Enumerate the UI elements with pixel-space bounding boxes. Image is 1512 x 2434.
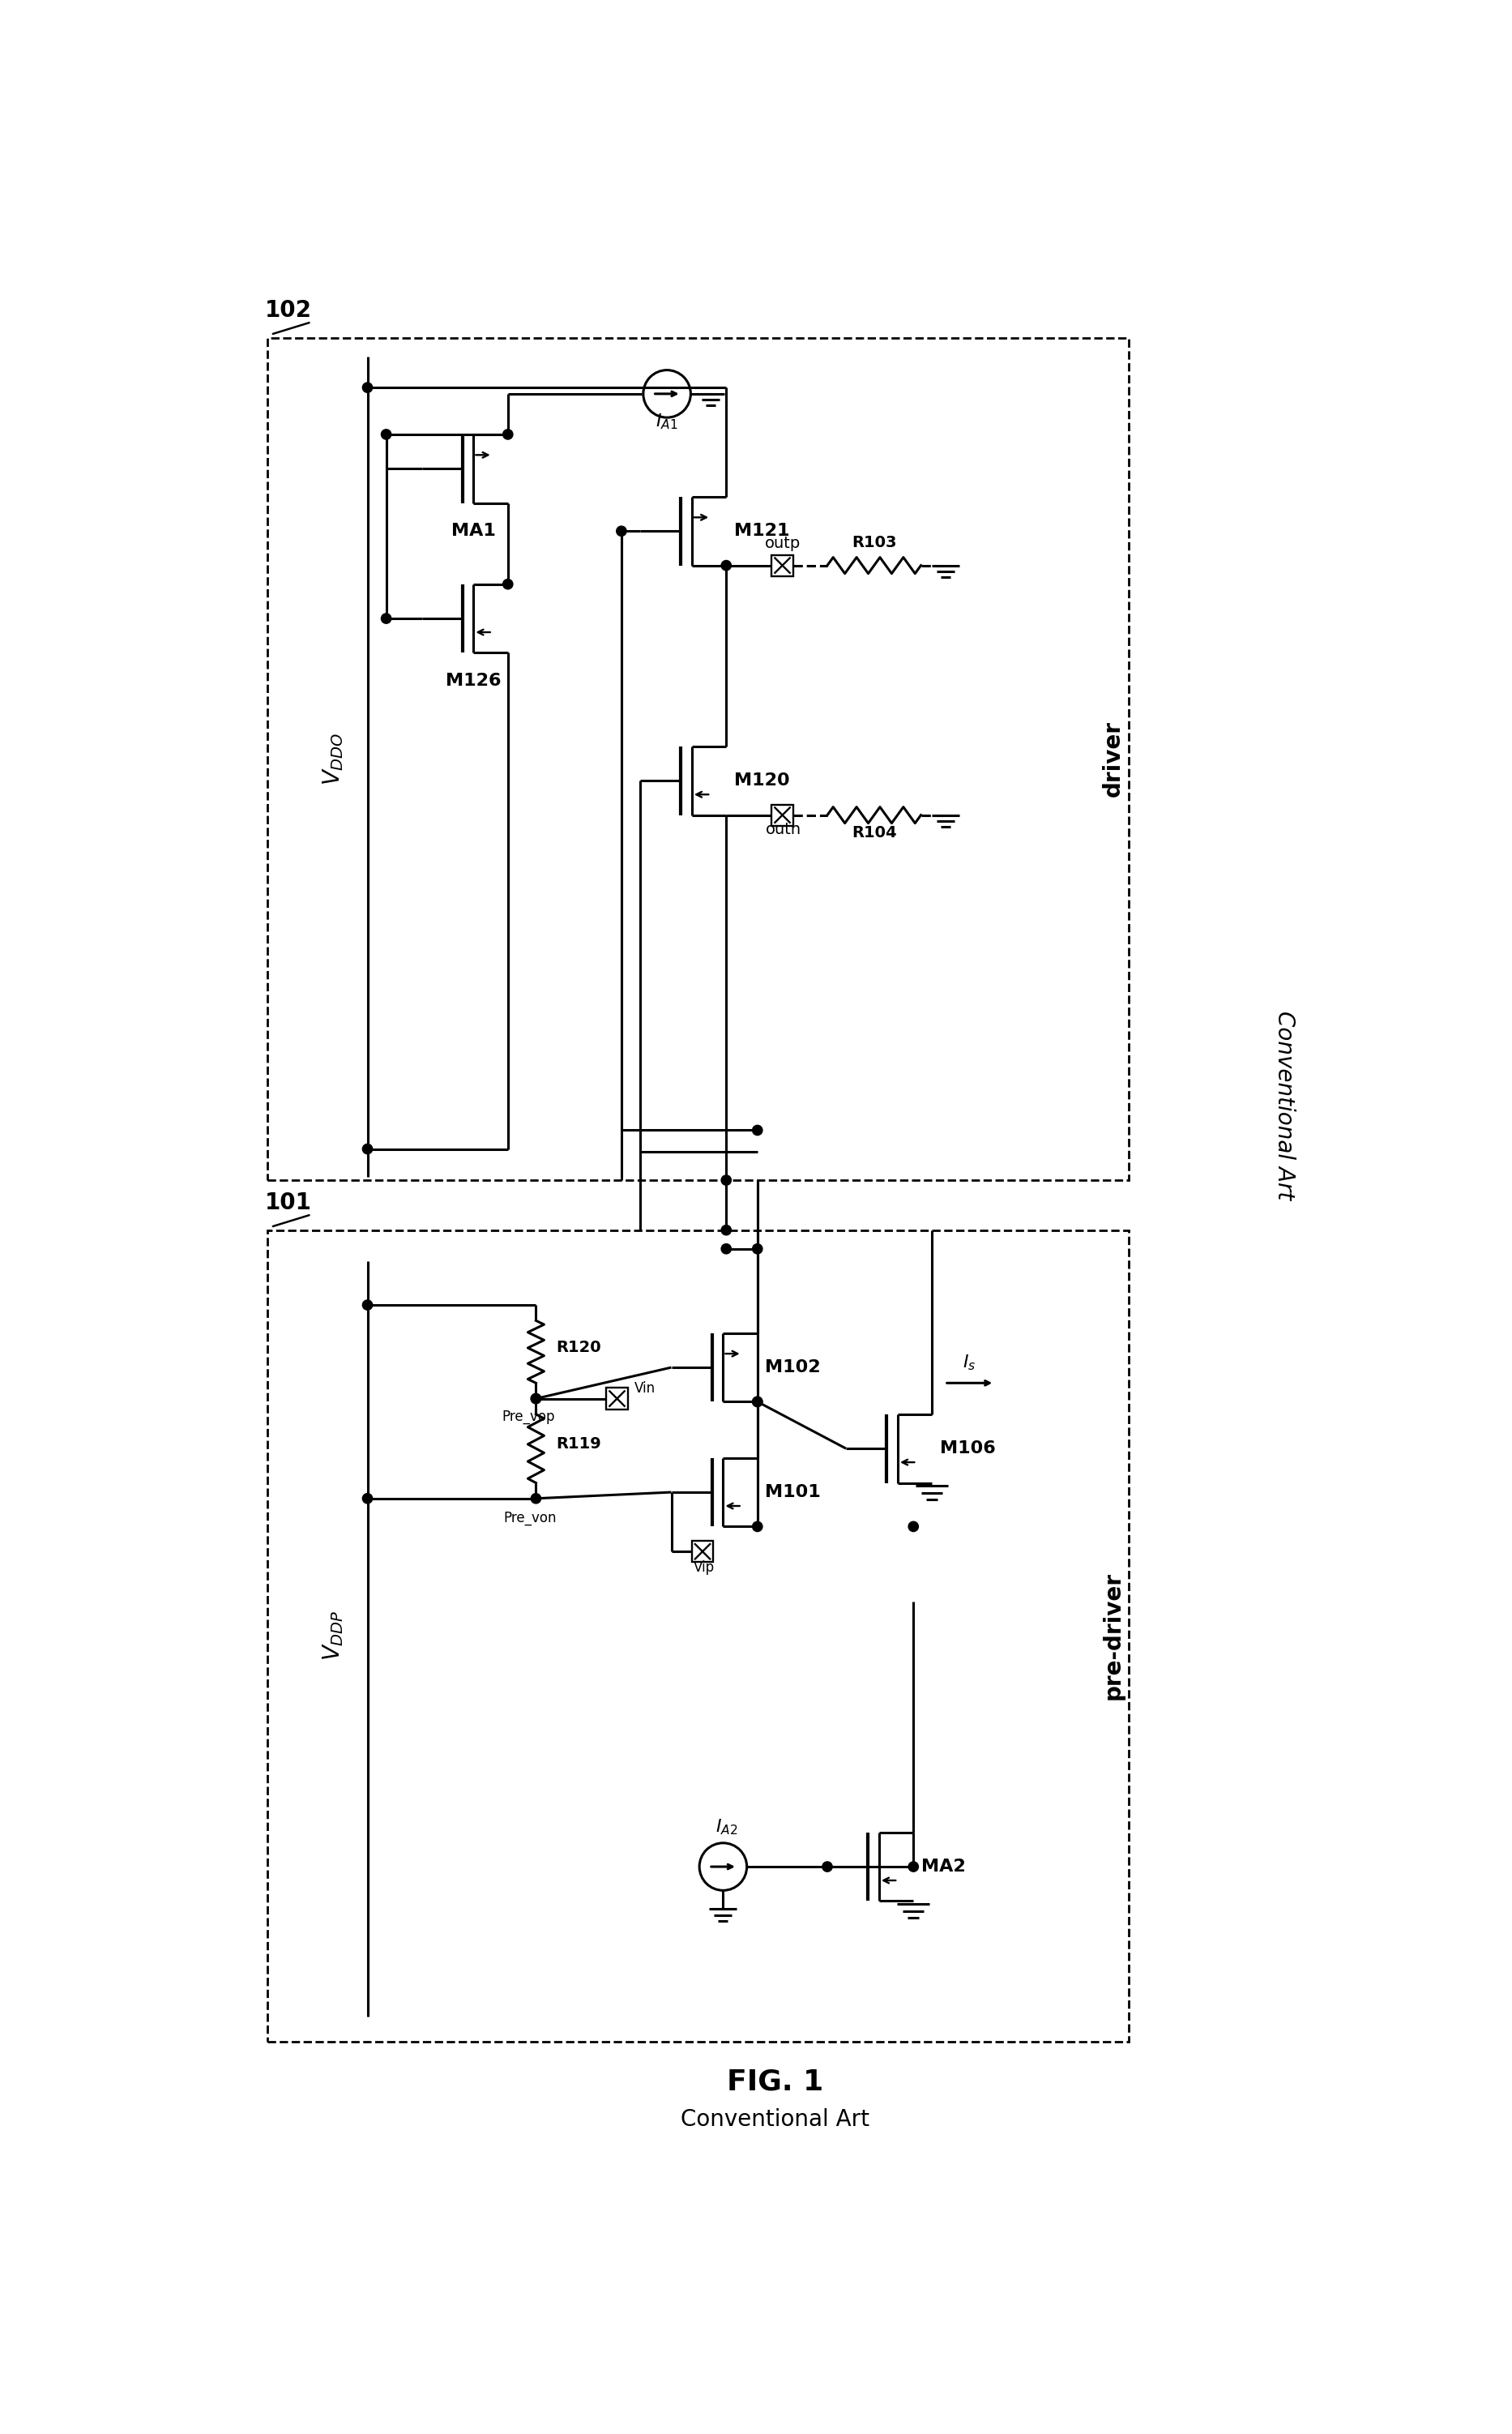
Bar: [771, 806, 792, 825]
Bar: [692, 1541, 714, 1563]
Text: R119: R119: [556, 1436, 602, 1451]
Circle shape: [909, 1862, 918, 1872]
Text: $I_{A2}$: $I_{A2}$: [715, 1818, 738, 1838]
Text: R103: R103: [851, 535, 897, 550]
Bar: [771, 555, 792, 577]
Text: pre-driver: pre-driver: [1102, 1572, 1125, 1699]
Circle shape: [531, 1395, 541, 1404]
Circle shape: [753, 1521, 762, 1531]
Circle shape: [721, 560, 732, 570]
Text: $V_{DDO}$: $V_{DDO}$: [321, 733, 345, 786]
Circle shape: [753, 1397, 762, 1407]
Text: Conventional Art: Conventional Art: [680, 2108, 869, 2130]
Bar: [606, 1387, 627, 1409]
Circle shape: [909, 1521, 918, 1531]
Circle shape: [753, 1125, 762, 1134]
Circle shape: [363, 1300, 372, 1309]
Text: M121: M121: [733, 523, 789, 540]
Circle shape: [753, 1397, 762, 1407]
Text: M126: M126: [446, 672, 502, 689]
Text: Vip: Vip: [692, 1560, 714, 1575]
Circle shape: [503, 579, 513, 589]
Text: outp: outp: [765, 535, 800, 550]
Circle shape: [823, 1862, 832, 1872]
Text: Vin: Vin: [635, 1380, 656, 1395]
Text: MA2: MA2: [921, 1860, 965, 1874]
Text: 101: 101: [265, 1193, 311, 1215]
Circle shape: [381, 613, 392, 623]
Circle shape: [531, 1494, 541, 1504]
Circle shape: [531, 1395, 541, 1404]
Circle shape: [721, 1224, 732, 1234]
Text: $I_s$: $I_s$: [963, 1353, 977, 1373]
Text: M102: M102: [765, 1358, 821, 1375]
Text: driver: driver: [1102, 720, 1125, 796]
Circle shape: [503, 428, 513, 441]
Text: FIG. 1: FIG. 1: [727, 2069, 823, 2096]
Text: M106: M106: [939, 1441, 995, 1456]
Text: Pre_vop: Pre_vop: [502, 1409, 555, 1424]
Circle shape: [363, 1144, 372, 1154]
Text: R104: R104: [851, 825, 897, 840]
Circle shape: [753, 1244, 762, 1254]
Circle shape: [363, 382, 372, 392]
Circle shape: [721, 1244, 732, 1254]
Text: M101: M101: [765, 1485, 821, 1499]
Circle shape: [617, 526, 626, 535]
Text: Pre_von: Pre_von: [503, 1512, 556, 1526]
Text: Conventional Art: Conventional Art: [1273, 1010, 1296, 1200]
Text: MA1: MA1: [451, 523, 496, 540]
Text: R120: R120: [556, 1339, 600, 1356]
Circle shape: [363, 1494, 372, 1504]
Text: 102: 102: [265, 299, 311, 321]
Circle shape: [381, 428, 392, 441]
Text: outn: outn: [765, 823, 801, 837]
Text: M120: M120: [733, 772, 789, 789]
Text: $V_{DDP}$: $V_{DDP}$: [321, 1611, 345, 1660]
Text: $I_{A1}$: $I_{A1}$: [656, 411, 679, 431]
Circle shape: [721, 1176, 732, 1185]
